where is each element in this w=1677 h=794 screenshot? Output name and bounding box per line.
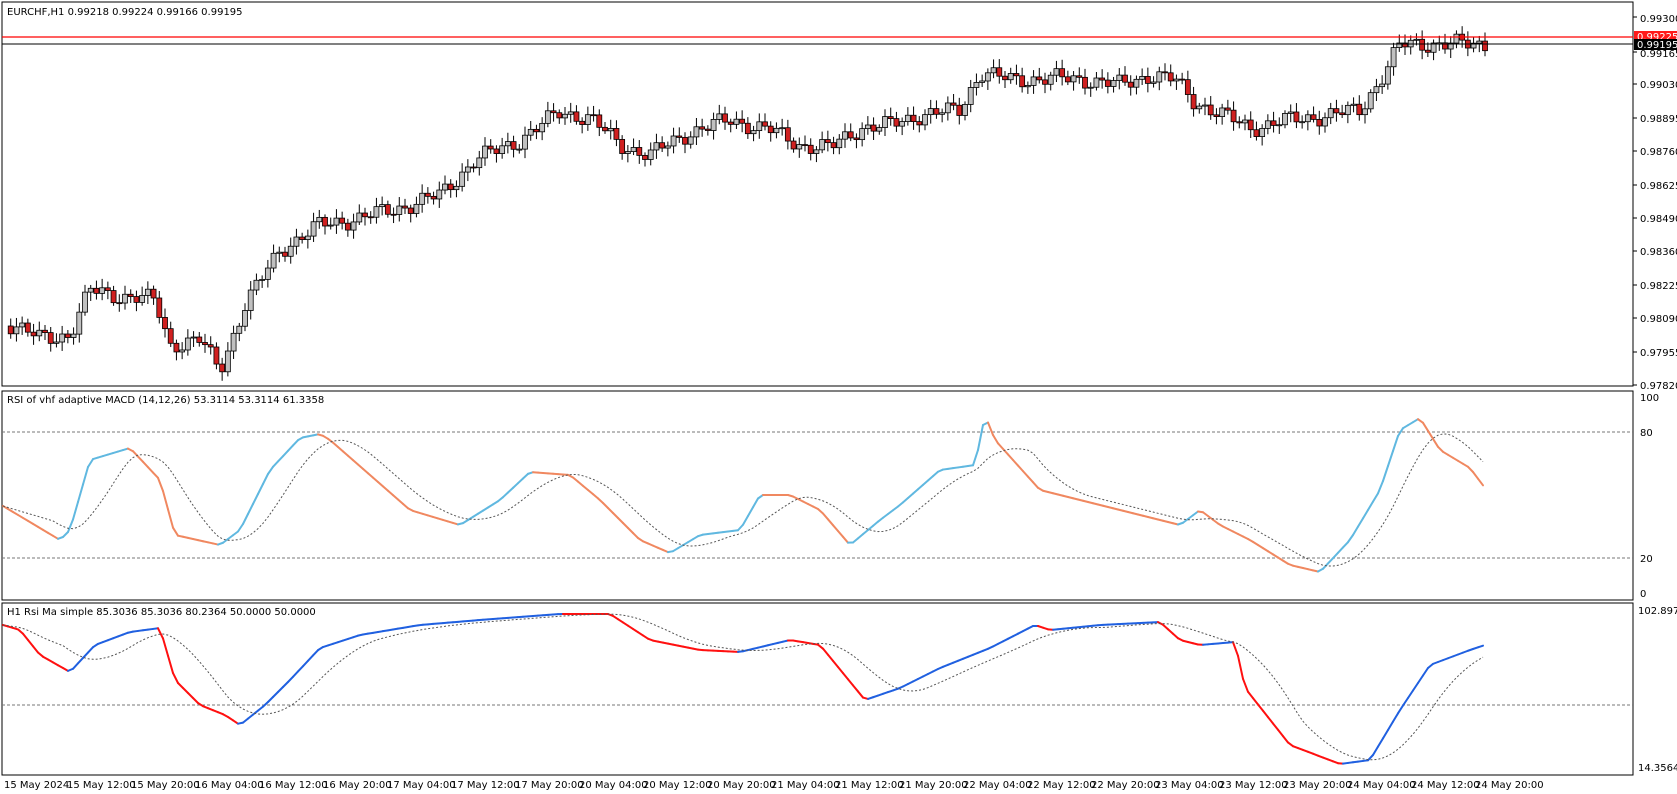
rsi-level: 80 <box>1640 428 1653 439</box>
price-tag-black-text: 0.99195 <box>1637 40 1677 51</box>
time-label: 22 May 12:00 <box>1027 780 1096 791</box>
time-label: 22 May 20:00 <box>1091 780 1160 791</box>
time-label: 15 May 2024 <box>4 780 69 791</box>
main-header: EURCHF,H1 0.99218 0.99224 0.99166 0.9919… <box>7 7 243 18</box>
rsi-level: 0 <box>1640 589 1646 600</box>
time-label: 23 May 12:00 <box>1219 780 1288 791</box>
time-label: 17 May 04:00 <box>387 780 456 791</box>
rsi-level: 100 <box>1640 393 1659 404</box>
ma-header: H1 Rsi Ma simple 85.3036 85.3036 80.2364… <box>7 607 316 618</box>
time-label: 17 May 20:00 <box>515 780 584 791</box>
time-label: 16 May 04:00 <box>195 780 264 791</box>
time-label: 23 May 20:00 <box>1283 780 1352 791</box>
price-level: 0.99165 <box>1640 49 1677 60</box>
time-label: 21 May 04:00 <box>771 780 840 791</box>
rsi-level: 20 <box>1640 554 1653 565</box>
time-label: 16 May 12:00 <box>259 780 328 791</box>
time-label: 24 May 20:00 <box>1475 780 1544 791</box>
time-label: 21 May 20:00 <box>899 780 968 791</box>
ma-panel-frame <box>1 602 1634 776</box>
time-label: 24 May 12:00 <box>1411 780 1480 791</box>
time-label: 20 May 04:00 <box>579 780 648 791</box>
price-level: 0.97955 <box>1640 348 1677 359</box>
rsi-header: RSI of vhf adaptive MACD (14,12,26) 53.3… <box>7 395 324 406</box>
time-label: 15 May 20:00 <box>131 780 200 791</box>
price-level: 0.98895 <box>1640 114 1677 125</box>
time-label: 15 May 12:00 <box>67 780 136 791</box>
time-label: 22 May 04:00 <box>963 780 1032 791</box>
candlestick-series <box>7 26 1488 381</box>
rsi-indicator-lines <box>2 418 1484 573</box>
main-chart-frame <box>1 1 1634 387</box>
time-axis: 15 May 2024 15 May 12:00 15 May 20:00 16… <box>4 780 1544 791</box>
rsi-panel-frame <box>1 390 1634 601</box>
price-tag-black <box>1634 39 1677 50</box>
ma-axis: 102.8972 14.3564 <box>1638 606 1677 774</box>
time-label: 23 May 04:00 <box>1155 780 1224 791</box>
time-label: 21 May 12:00 <box>835 780 904 791</box>
time-label: 16 May 20:00 <box>323 780 392 791</box>
ma-level: 102.8972 <box>1638 606 1677 617</box>
price-tag-red <box>1634 31 1677 42</box>
ma-indicator-lines <box>2 613 1484 765</box>
time-label: 20 May 20:00 <box>707 780 776 791</box>
price-level: 0.98225 <box>1640 281 1677 292</box>
rsi-axis: 100 80 20 0 <box>1640 393 1659 600</box>
time-label: 17 May 12:00 <box>451 780 520 791</box>
price-level: 0.98625 <box>1640 181 1677 192</box>
time-label: 20 May 12:00 <box>643 780 712 791</box>
time-label: 24 May 04:00 <box>1347 780 1416 791</box>
ma-level: 14.3564 <box>1638 763 1677 774</box>
price-tag-red-text: 0.99225 <box>1637 32 1677 43</box>
